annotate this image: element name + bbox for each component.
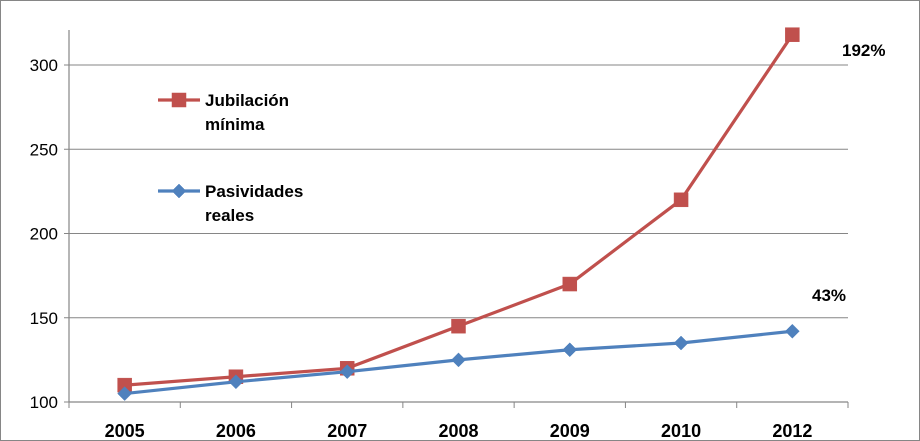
y-tick-label: 250	[30, 140, 58, 159]
annotation-label: 192%	[842, 41, 885, 60]
data-point	[562, 276, 578, 292]
x-tick-label: 2012	[772, 421, 812, 441]
y-tick-label: 100	[30, 393, 58, 412]
y-axis-ticks: 100 150 200 250 300	[30, 56, 69, 412]
data-point	[785, 27, 800, 42]
x-tick-label: 2007	[327, 421, 367, 441]
annotation-label: 43%	[812, 286, 846, 305]
legend-swatch-marker	[171, 183, 187, 199]
data-point	[117, 386, 132, 401]
legend-label: Jubilación	[205, 91, 289, 110]
grid-lines	[69, 64, 848, 319]
data-point	[785, 323, 800, 339]
series-pasividades-reales	[117, 323, 800, 401]
x-tick-label: 2010	[661, 421, 701, 441]
data-point	[673, 192, 689, 208]
x-tick-label: 2009	[550, 421, 590, 441]
legend: Jubilación mínima Pasividades reales	[158, 91, 303, 225]
legend-label: mínima	[205, 115, 265, 134]
legend-label: Pasividades	[205, 182, 303, 201]
data-point	[228, 374, 244, 390]
data-point	[673, 335, 689, 351]
y-tick-label: 150	[30, 309, 58, 328]
data-point	[339, 364, 355, 380]
legend-entry: Jubilación mínima	[158, 91, 289, 134]
x-tick-label: 2006	[216, 421, 256, 441]
legend-label: reales	[205, 206, 254, 225]
legend-swatch-marker	[171, 92, 187, 108]
axes	[68, 30, 848, 403]
series-lines	[117, 27, 800, 401]
data-point	[451, 318, 466, 334]
legend-entry: Pasividades reales	[158, 182, 303, 225]
annotations: 192% 43%	[812, 41, 885, 305]
x-tick-label: 2008	[438, 421, 478, 441]
x-axis-ticks: 2005 2006 2007 2008 2009 2010 2012	[68, 402, 849, 441]
x-tick-label: 2005	[105, 421, 145, 441]
data-point	[451, 352, 466, 368]
y-tick-label: 200	[30, 225, 58, 244]
y-tick-label: 300	[30, 56, 58, 75]
data-point	[562, 342, 578, 358]
